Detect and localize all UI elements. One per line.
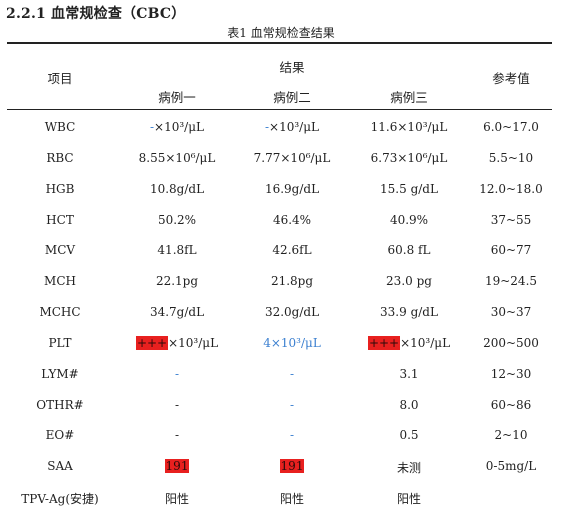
case2-value: 191 — [236, 459, 348, 473]
row-item: MCV — [44, 243, 76, 257]
case3-unit: ×10³/μL — [400, 336, 451, 350]
case2-value: - — [289, 398, 295, 412]
case3-value: 8.0 — [399, 398, 419, 412]
row-item: MCH — [44, 274, 76, 288]
case1-value: - — [174, 398, 180, 412]
case1-value: 41.8fL — [157, 243, 197, 257]
case1-unit: ×10³/μL — [154, 120, 204, 134]
case3-value: 33.9 g/dL — [380, 305, 438, 319]
reference-value: 19~24.5 — [484, 274, 538, 288]
reference-value: 60~86 — [490, 398, 532, 412]
reference-value: 37~55 — [490, 213, 532, 227]
reference-value: 60~77 — [490, 243, 532, 257]
case3-value: 0.5 — [399, 428, 419, 442]
table-top-rule — [7, 42, 552, 44]
row-item: SAA — [47, 459, 73, 473]
case2-value: 46.4% — [272, 213, 312, 227]
case3-value: 60.8 fL — [387, 243, 431, 257]
case2-value: -×10³/μL — [264, 120, 319, 134]
row-item: TPV-Ag(安捷) — [21, 492, 99, 506]
case1-value: -×10³/μL — [149, 120, 204, 134]
case3-value: 未测 — [396, 461, 421, 475]
case1-value: 8.55×10⁶/μL — [138, 151, 216, 165]
header-case1: 病例一 — [158, 90, 196, 105]
row-item: LYM# — [41, 367, 79, 381]
case3-value: 40.9% — [389, 213, 429, 227]
case2-value: 21.8pg — [270, 274, 314, 288]
case1-highlight: +++ — [135, 336, 169, 350]
row-item: RBC — [46, 151, 74, 165]
row-item: HCT — [46, 213, 74, 227]
case3-highlight: +++ — [367, 336, 401, 350]
reference-value: 30~37 — [490, 305, 532, 319]
case2-value: - — [289, 367, 295, 381]
reference-value: 200~500 — [483, 336, 539, 350]
row-item: HGB — [45, 182, 75, 196]
reference-value: 0-5mg/L — [485, 459, 537, 473]
case2-value: 42.6fL — [272, 243, 312, 257]
case1-value: - — [174, 367, 180, 381]
row-item: MCHC — [39, 305, 81, 319]
case1-value: +++×10³/μL — [118, 336, 236, 350]
reference-value: 2~10 — [494, 428, 528, 442]
reference-value: 12~30 — [490, 367, 532, 381]
case1-value: - — [174, 428, 180, 442]
case2-value: 7.77×10⁶/μL — [253, 151, 331, 165]
case1-unit: ×10³/μL — [168, 336, 219, 350]
case1-highlight: 191 — [164, 459, 190, 473]
header-reference: 参考值 — [492, 71, 530, 86]
case2-value: 32.0g/dL — [264, 305, 320, 319]
case1-value: 阳性 — [164, 492, 189, 506]
header-item: 项目 — [47, 71, 73, 86]
row-item: EO# — [45, 428, 75, 442]
row-item: OTHR# — [36, 398, 84, 412]
case3-value: 15.5 g/dL — [380, 182, 438, 196]
case1-value: 50.2% — [157, 213, 197, 227]
case3-value: 3.1 — [399, 367, 419, 381]
table-caption: 表1 血常规检查结果 — [227, 26, 335, 40]
case3-value: 阳性 — [396, 492, 421, 506]
case3-value: 6.73×10⁶/μL — [370, 151, 448, 165]
section-title: 2.2.1 血常规检查（CBC） — [6, 6, 186, 22]
row-item: PLT — [48, 336, 72, 350]
case2-highlight: 191 — [279, 459, 305, 473]
case2-value: 阳性 — [279, 492, 304, 506]
reference-value: 6.0~17.0 — [483, 120, 539, 134]
case3-value: +++×10³/μL — [350, 336, 468, 350]
case1-value: 22.1pg — [155, 274, 199, 288]
row-item: WBC — [44, 120, 76, 134]
table-header-rule — [7, 109, 552, 110]
case1-value: 191 — [118, 459, 236, 473]
case2-value: - — [289, 428, 295, 442]
case3-value: 11.6×10³/μL — [370, 120, 448, 134]
reference-value: 12.0~18.0 — [479, 182, 543, 196]
case3-value: 23.0 pg — [386, 274, 432, 288]
case2-unit: ×10³/μL — [269, 120, 319, 134]
header-case2: 病例二 — [273, 90, 311, 105]
case2-value: 16.9g/dL — [264, 182, 320, 196]
case2-value: 4×10³/μL — [263, 336, 321, 350]
header-results: 结果 — [279, 60, 305, 75]
case1-value: 10.8g/dL — [149, 182, 205, 196]
case1-value: 34.7g/dL — [149, 305, 205, 319]
reference-value: 5.5~10 — [488, 151, 534, 165]
header-case3: 病例三 — [390, 90, 428, 105]
